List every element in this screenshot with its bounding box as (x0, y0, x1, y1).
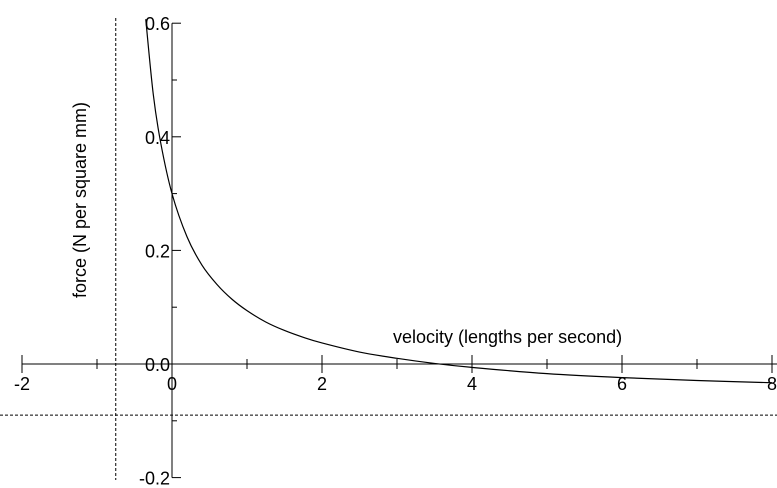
y-tick-label: 0.0 (145, 355, 170, 375)
y-tick-label: 0.6 (145, 14, 170, 34)
y-axis-label: force (N per square mm) (70, 102, 90, 298)
series-group (145, 19, 773, 384)
axes (22, 23, 777, 478)
y-tick-label: -0.2 (139, 469, 170, 488)
asymptote-lines (0, 18, 777, 480)
y-tick-label: 0.4 (145, 128, 170, 148)
y-ticks: -0.2 0.0 0.2 0.4 0.6 (139, 14, 181, 488)
x-tick-label: 4 (467, 374, 477, 394)
x-tick-label: 2 (317, 374, 327, 394)
x-tick-label: 6 (617, 374, 627, 394)
y-tick-label: 0.2 (145, 241, 170, 261)
x-tick-label: 8 (767, 374, 777, 394)
x-tick-label: -2 (14, 374, 30, 394)
series-line-0 (145, 19, 773, 384)
x-tick-label: 0 (167, 374, 177, 394)
x-axis-label: velocity (lengths per second) (393, 327, 622, 347)
x-ticks: -2 0 2 4 6 8 (14, 355, 777, 394)
